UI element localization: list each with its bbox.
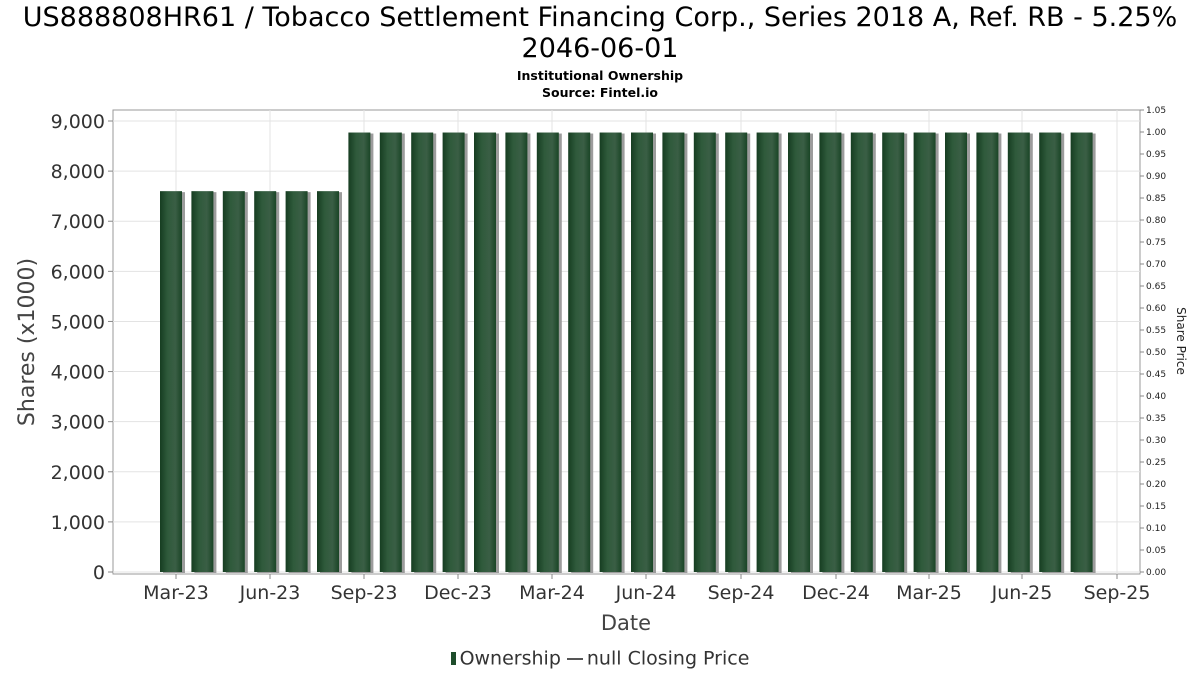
ownership-bar (317, 191, 339, 572)
y2-tick-label: 0.65 (1146, 282, 1166, 292)
axes: 0 1,000 2,000 3,000 4,000 5,000 6,000 7,000 8,00… (51, 106, 1167, 604)
legend-price-label: null Closing Price (586, 647, 750, 670)
y2-tick-label: 0.45 (1146, 370, 1166, 380)
ownership-bar (442, 132, 465, 572)
y2-tick-label: 0.70 (1146, 260, 1166, 270)
y2-tick-label: 0.25 (1146, 458, 1166, 468)
y-tick-label: 1,000 (51, 512, 105, 534)
ownership-bar (379, 132, 402, 572)
x-tick-label: Mar-25 (896, 582, 962, 604)
y2-tick-label: 0.75 (1146, 238, 1166, 248)
ownership-bar (536, 132, 559, 572)
y-tick-label: 9,000 (51, 111, 105, 133)
ownership-bar (693, 132, 716, 572)
x-tick-label: Jun-25 (991, 582, 1053, 604)
y2-tick-label: 0.90 (1146, 172, 1166, 182)
ownership-bar (160, 191, 182, 572)
x-tick-label: Sep-25 (1084, 582, 1151, 604)
y-tick-label: 4,000 (51, 362, 105, 384)
y2-tick-label: 0.40 (1146, 392, 1166, 402)
ownership-bar (725, 132, 748, 572)
y2-axis-label: Share Price (1174, 307, 1188, 375)
y-tick-label: 6,000 (51, 261, 105, 283)
ownership-bar (1007, 132, 1030, 572)
y2-tick-label: 0.60 (1146, 304, 1166, 314)
y-tick-label: 3,000 (51, 412, 105, 434)
x-tick-label: Dec-23 (424, 582, 492, 604)
ownership-bar (882, 132, 905, 572)
x-tick-label: Dec-24 (802, 582, 870, 604)
ownership-bar (1070, 132, 1093, 572)
chart-title: US888808HR61 / Tobacco Settlement Financ… (22, 2, 1178, 64)
y2-tick-label: 1.00 (1146, 128, 1166, 138)
y2-tick-label: 0.00 (1146, 568, 1166, 578)
y-tick-label: 7,000 (51, 211, 105, 233)
ownership-bar (285, 191, 308, 572)
legend: Ownership null Closing Price (0, 647, 1200, 670)
y2-tick-label: 0.30 (1146, 436, 1166, 446)
ownership-bar (850, 132, 873, 572)
x-tick-label: Mar-24 (519, 582, 585, 604)
chart-source: Source: Fintel.io (542, 85, 658, 100)
ownership-bar (819, 132, 842, 572)
ownership-bar (222, 191, 245, 572)
bars (160, 132, 1096, 573)
x-tick-label: Jun-24 (615, 582, 677, 604)
y2-tick-label: 0.85 (1146, 194, 1166, 204)
y2-tick-label: 0.20 (1146, 480, 1166, 490)
y2-tick-label: 0.55 (1146, 326, 1166, 336)
y-tick-label: 5,000 (51, 311, 105, 333)
ownership-bar (1039, 132, 1062, 572)
y2-tick-label: 0.35 (1146, 414, 1166, 424)
ownership-bar (568, 132, 591, 572)
y2-tick-label: 0.05 (1146, 546, 1166, 556)
ownership-bar (756, 132, 779, 572)
y2-tick-label: 0.80 (1146, 216, 1166, 226)
ownership-bar (411, 132, 434, 572)
y2-tick-label: 0.15 (1146, 502, 1166, 512)
x-tick-label: Sep-24 (708, 582, 775, 604)
ownership-bar (599, 132, 622, 572)
y-tick-label: 8,000 (51, 161, 105, 183)
ownership-bar (254, 191, 277, 572)
y-tick-label: 0 (93, 562, 105, 584)
ownership-bar (631, 132, 653, 572)
x-tick-label: Jun-23 (239, 582, 301, 604)
ownership-legend-swatch (450, 652, 456, 665)
y2-tick-label: 1.05 (1146, 106, 1166, 116)
ownership-bar (976, 132, 999, 572)
ownership-bar (945, 132, 967, 572)
ownership-bar (788, 132, 810, 572)
ownership-bar (191, 191, 214, 572)
y2-tick-label: 0.95 (1146, 150, 1166, 160)
y-tick-label: 2,000 (51, 462, 105, 484)
ownership-bar (474, 132, 496, 572)
ownership-bar (662, 132, 685, 572)
ownership-bar (913, 132, 936, 572)
y2-tick-label: 0.10 (1146, 524, 1166, 534)
ownership-bar (348, 132, 371, 572)
ownership-bar (505, 132, 528, 572)
y-axis-label: Shares (x1000) (15, 258, 40, 426)
y2-tick-label: 0.50 (1146, 348, 1166, 358)
x-axis-label: Date (601, 611, 651, 635)
x-tick-label: Mar-23 (143, 582, 209, 604)
legend-ownership-label: Ownership (459, 647, 561, 670)
price-legend-line (566, 657, 583, 660)
x-tick-label: Sep-23 (331, 582, 398, 604)
chart-subtitle: Institutional Ownership (516, 68, 684, 83)
